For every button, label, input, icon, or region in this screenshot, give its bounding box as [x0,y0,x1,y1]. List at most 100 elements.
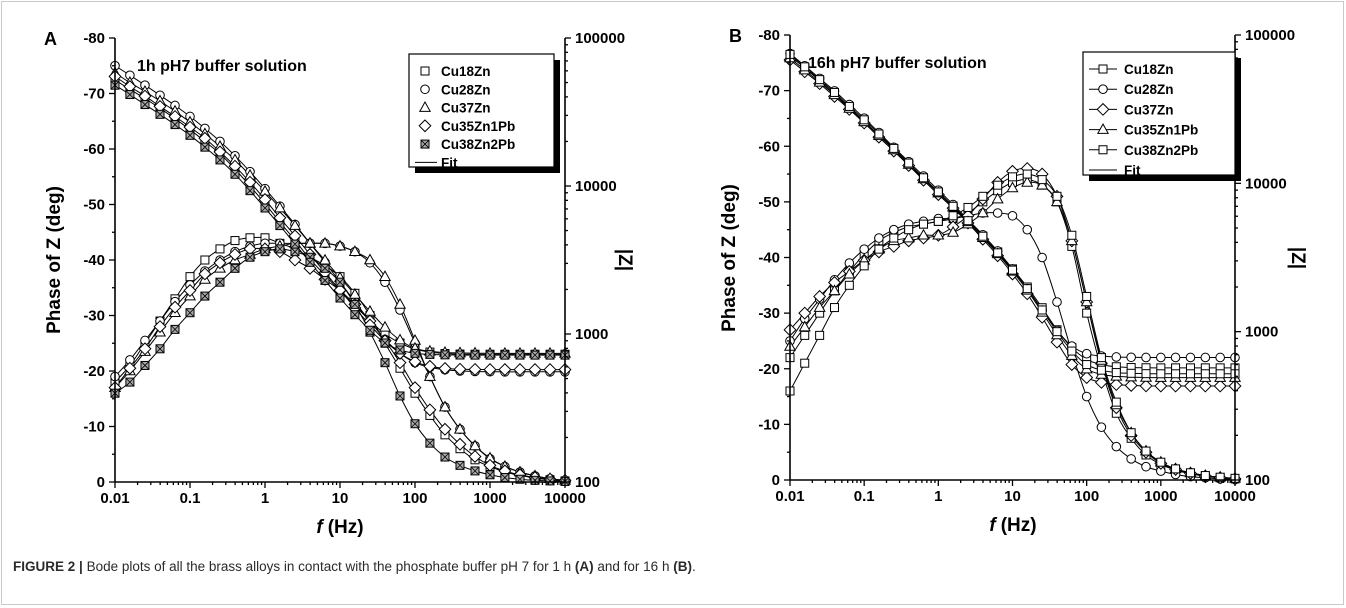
marker-a-cu38zn2pb-modulus-4-cross [170,120,180,129]
y-right-tick-label: 100000 [1245,27,1295,44]
marker-b-cu38zn2pb-modulus-1 [800,62,810,72]
marker-b-cu37zn-phase-1 [798,306,812,320]
marker-a-cu38zn2pb-phase-23-cross [455,461,465,470]
caption-label: FIGURE 2 | [13,559,83,574]
marker-b-cu38zn2pb-modulus-3 [829,87,839,97]
marker-a-cu38zn2pb-modulus-22-cross [440,350,450,360]
chart-panel-a: -80-70-60-50-40-30-20-100 100100010000100… [44,29,635,538]
marker-b-cu38zn2pb-phase-21 [1096,353,1106,363]
marker-a-cu38zn2pb-phase-25-cross [485,470,495,480]
marker-a-cu35zn1pb-modulus-28 [528,363,542,377]
x-tick-label: 10000 [1214,488,1256,505]
marker-a-cu38zn2pb-modulus-6-cross [200,142,210,152]
marker-a-cu38zn2pb-phase-10 [260,247,270,257]
legend-entry-cu35zn1pb: Cu35Zn1Pb [418,119,515,134]
marker-a-cu38zn2pb-modulus-26-cross [500,350,510,360]
marker-a-cu38zn2pb-modulus-3 [155,109,165,119]
marker-a-cu38zn2pb-modulus-16-cross [350,310,360,319]
marker-a-cu35zn1pb-modulus-24 [468,362,482,376]
marker-a-cu35zn1pb-phase-7 [213,256,227,270]
y-left-tick-label: -50 [758,194,780,211]
marker-b-cu38zn2pb-phase-29 [1215,472,1225,482]
marker-a-cu35zn1pb-modulus-26 [498,363,512,377]
marker-b-cu38zn2pb-phase-4 [844,280,854,290]
marker-a-cu38zn2pb-phase-1-cross [125,377,135,387]
legend-label: Cu37Zn [1124,102,1174,117]
marker-a-cu38zn2pb-phase-15 [335,277,345,287]
marker-a-cu38zn2pb-modulus-2-cross [140,100,150,109]
marker-b-cu35zn1pb-phase-20 [1080,295,1093,307]
marker-a-cu38zn2pb-modulus-3-cross [155,110,165,119]
y-left-tick-label: -40 [83,252,105,269]
marker-a-cu38zn2pb-modulus-9-cross [245,186,255,195]
marker-b-cu38zn2pb-modulus-20 [1082,360,1092,370]
legend-marker-cu38zn2pb [1098,145,1108,155]
marker-b-cu38zn2pb-modulus-24 [1141,369,1151,379]
marker-a-cu38zn2pb-modulus-5 [185,130,195,140]
marker-a-cu38zn2pb-phase-29-cross [545,476,555,486]
marker-a-cu38zn2pb-modulus-25-cross [485,350,495,360]
y-left-tick-label: 0 [97,474,105,491]
marker-b-cu28zn-phase-21 [1096,422,1107,432]
legend-label: Cu37Zn [441,101,491,116]
marker-b-cu28zn-modulus-25 [1156,352,1166,363]
marker-b-cu28zn-modulus-26 [1170,352,1181,363]
marker-a-cu38zn2pb-phase-21 [425,438,435,448]
x-tick-label: 10 [332,490,349,507]
marker-b-cu35zn1pb-phase-8 [902,231,915,243]
panel-label: A [44,29,57,49]
marker-a-cu35zn1pb-phase-4 [168,300,182,314]
y-left-axis-label: Phase of Z (deg) [44,186,65,334]
marker-a-cu37zn-phase-24 [468,439,482,451]
marker-a-cu38zn2pb-modulus-20-cross [410,349,420,358]
bode-plots: -80-70-60-50-40-30-20-100 100100010000100… [44,26,1308,538]
marker-b-cu28zn-phase-5 [859,244,869,254]
marker-a-cu38zn2pb-modulus-19 [395,345,405,355]
caption-ref-a: (A) [574,559,594,574]
marker-b-cu38zn2pb-modulus-10 [933,187,943,197]
x-tick-label: 0.01 [100,490,129,507]
marker-b-cu35zn1pb-phase-2 [813,301,826,312]
marker-b-cu37zn-modulus-18 [1050,335,1064,349]
legend-label: Cu18Zn [441,64,491,79]
marker-a-cu38zn2pb-phase-20-cross [410,419,420,429]
marker-a-cu38zn2pb-phase-5-cross [185,308,195,318]
marker-a-cu35zn1pb-modulus-22 [438,361,452,375]
marker-a-cu38zn2pb-modulus-9 [245,186,255,196]
marker-a-cu35zn1pb-phase-3 [153,320,167,334]
marker-b-cu28zn-phase-17 [1037,252,1047,263]
y-left-tick-label: -30 [758,305,780,322]
marker-a-cu38zn2pb-modulus-10 [260,203,270,213]
marker-a-cu38zn2pb-modulus-27-cross [515,350,525,360]
legend-fit-label: Fit [441,155,458,170]
marker-a-cu38zn2pb-modulus-13 [305,257,315,267]
marker-b-cu38zn2pb-modulus-14 [993,248,1003,258]
marker-b-cu37zn-modulus-25 [1154,379,1168,393]
marker-a-cu37zn-modulus-18 [378,320,392,332]
marker-b-cu35zn1pb-phase-13 [976,206,989,218]
y-left-tick-label: -60 [758,138,780,155]
caption-ref-b: (B) [673,559,692,574]
marker-a-cu38zn2pb-modulus-8 [230,169,240,179]
marker-a-cu38zn2pb-modulus-17 [365,325,375,335]
marker-b-cu38zn2pb-modulus-11 [948,201,958,211]
marker-b-cu38zn2pb-modulus-22 [1111,368,1121,378]
legend-entry-cu38zn2pb: Cu38Zn2Pb [1089,143,1198,158]
marker-a-cu38zn2pb-phase-10-cross [260,247,270,256]
marker-a-cu38zn2pb-phase-18-cross [380,358,390,367]
x-tick-label: 100 [1074,488,1099,505]
marker-a-cu18zn-phase-8 [230,236,240,246]
y-left-tick-label: -60 [83,141,105,158]
marker-a-cu38zn2pb-modulus-12 [290,239,300,249]
x-axis-label-unit: (Hz) [328,517,364,538]
marker-b-cu35zn1pb-phase-9 [917,228,930,240]
caption-text-2: and for 16 h [597,559,670,574]
marker-b-cu38zn2pb-modulus-26 [1171,369,1181,379]
panel-label: B [729,26,742,46]
marker-a-cu35zn1pb-phase-1 [123,361,137,375]
legend-marker-cu18zn [420,66,430,76]
marker-a-cu37zn-phase-16 [348,245,361,256]
marker-a-cu38zn2pb-modulus-17-cross [365,325,375,335]
marker-b-cu38zn2pb-phase-8 [904,225,914,235]
